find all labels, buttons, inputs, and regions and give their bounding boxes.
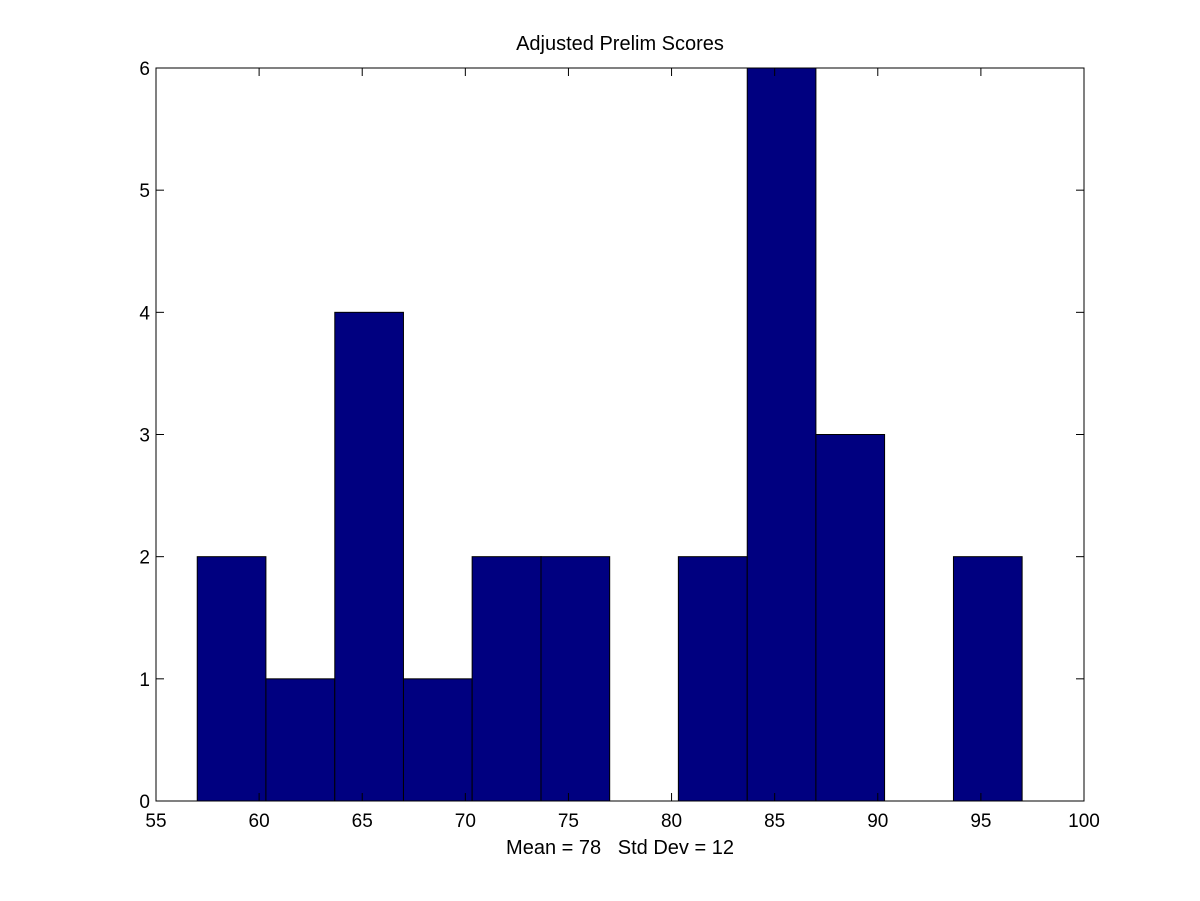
y-tick-label-2: 2 bbox=[139, 548, 150, 569]
x-tick-label-0: 55 bbox=[145, 811, 166, 832]
x-tick-label-1: 60 bbox=[249, 811, 270, 832]
histogram-bar-5 bbox=[540, 556, 611, 802]
y-tick-label-4: 4 bbox=[139, 303, 150, 324]
histogram-bar-7 bbox=[677, 556, 748, 802]
x-tick-label-7: 90 bbox=[867, 811, 888, 832]
histogram-bar-9 bbox=[815, 434, 886, 802]
chart-title: Adjusted Prelim Scores bbox=[516, 33, 724, 55]
x-tick-label-6: 85 bbox=[764, 811, 785, 832]
x-tick-label-2: 65 bbox=[352, 811, 373, 832]
x-axis-label: Mean = 78 Std Dev = 12 bbox=[506, 837, 734, 859]
histogram-bar-4 bbox=[471, 556, 542, 802]
histogram-bar-3 bbox=[402, 678, 473, 802]
y-tick-label-1: 1 bbox=[139, 670, 150, 691]
x-tick-label-4: 75 bbox=[558, 811, 579, 832]
x-tick-label-8: 95 bbox=[970, 811, 991, 832]
histogram-bar-11 bbox=[952, 556, 1023, 802]
histogram-bar-8 bbox=[746, 67, 817, 802]
plot-frame bbox=[155, 67, 1085, 802]
histogram-bar-2 bbox=[334, 311, 404, 802]
y-tick-label-6: 6 bbox=[139, 59, 150, 80]
bars-group bbox=[196, 67, 1023, 802]
histogram-bar-1 bbox=[265, 678, 336, 802]
y-tick-label-3: 3 bbox=[139, 426, 150, 447]
ticks-group: 55 60 65 70 75 80 85 90 95 100 0 1 2 3 4 5 6 bbox=[139, 59, 1099, 832]
x-tick-label-5: 80 bbox=[661, 811, 682, 832]
x-tick-label-3: 70 bbox=[455, 811, 476, 832]
x-tick-label-9: 100 bbox=[1068, 811, 1100, 832]
histogram-bar-0 bbox=[196, 556, 267, 802]
y-tick-label-5: 5 bbox=[139, 181, 150, 202]
y-tick-label-0: 0 bbox=[139, 792, 150, 813]
